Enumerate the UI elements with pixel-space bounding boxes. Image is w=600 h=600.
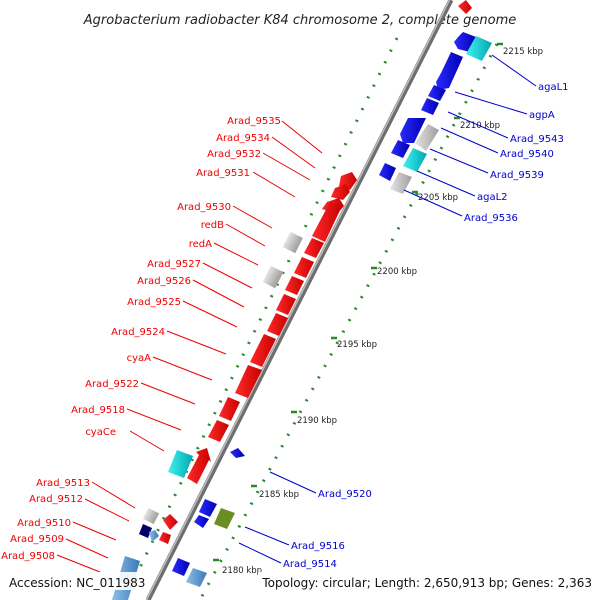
label-arad-9530: Arad_9530	[177, 202, 231, 213]
gene-redA[interactable]	[294, 257, 314, 278]
label-arad-9522: Arad_9522	[85, 379, 139, 390]
gene-arad-9539-cyan[interactable]	[403, 148, 427, 172]
kbp-label-2205: 2205 kbp	[418, 193, 458, 203]
label-arad-9526: Arad_9526	[137, 276, 191, 287]
label-arad-9536: Arad_9536	[464, 213, 518, 224]
gene-cyaA[interactable]	[250, 334, 276, 367]
label-redB: redB	[201, 220, 224, 231]
label-arad-9514: Arad_9514	[283, 559, 337, 570]
label-cyaA: cyaA	[127, 353, 152, 364]
gene-agpA[interactable]	[436, 52, 463, 90]
kbp-label-2195: 2195 kbp	[337, 340, 377, 350]
label-arad-9525: Arad_9525	[127, 297, 181, 308]
gene-arad-9522[interactable]	[235, 365, 262, 398]
label-arad-9539: Arad_9539	[490, 170, 544, 181]
reverse-leader-lines	[238, 54, 537, 564]
tick-track-reverse	[198, 43, 499, 600]
gene-arad-9540[interactable]	[400, 118, 426, 143]
gene-arad-9516[interactable]	[214, 508, 235, 529]
genome-backbone	[145, 0, 454, 600]
kbp-ticks	[213, 42, 503, 562]
gene-partial-top[interactable]	[458, 0, 472, 14]
label-arad-9512: Arad_9512	[29, 494, 83, 505]
gene-arad-9514-a[interactable]	[172, 558, 190, 576]
kbp-label-2190: 2190 kbp	[297, 416, 337, 426]
label-arad-9520: Arad_9520	[318, 489, 372, 500]
gene-arad-9509[interactable]	[149, 530, 159, 542]
label-arad-9531: Arad_9531	[196, 168, 250, 179]
gene-agaL2[interactable]	[379, 163, 396, 181]
kbp-label-2215: 2215 kbp	[503, 47, 543, 57]
genome-backbone-highlight	[145, 0, 451, 600]
summary-backdrop	[258, 572, 596, 590]
label-arad-9524: Arad_9524	[111, 327, 165, 338]
gene-arad-9536[interactable]	[390, 172, 412, 194]
gene-cyaCe-arrow[interactable]	[187, 448, 211, 484]
gene-arad-9534[interactable]	[331, 184, 350, 200]
label-agpA: agpA	[529, 110, 555, 121]
label-redA: redA	[189, 239, 212, 250]
gene-arad-9518b[interactable]	[208, 420, 229, 442]
gene-arad-9543b[interactable]	[421, 98, 439, 115]
gene-arad-9527[interactable]	[262, 265, 284, 289]
gene-arad-9518[interactable]	[219, 397, 240, 421]
label-arad-9534: Arad_9534	[216, 133, 270, 144]
gene-arad-9520[interactable]	[230, 448, 245, 458]
map-title: Agrobacterium radiobacter K84 chromosome…	[83, 13, 516, 28]
gene-arad-9516-a[interactable]	[199, 499, 217, 517]
gene-arad-9509b[interactable]	[159, 532, 171, 544]
gene-arad-9513[interactable]	[142, 507, 160, 525]
gene-agaL1[interactable]	[466, 36, 492, 61]
label-arad-9509: Arad_9509	[10, 534, 64, 545]
accession-text: Accession: NC_011983	[9, 576, 145, 590]
summary-text: Topology: circular; Length: 2,650,913 bp…	[261, 576, 592, 590]
kbp-label-2180: 2180 kbp	[222, 566, 262, 576]
gene-arad-9543[interactable]	[428, 85, 446, 101]
gene-arad-9539[interactable]	[391, 140, 410, 158]
gene-redB[interactable]	[282, 231, 303, 254]
label-arad-9516: Arad_9516	[291, 541, 345, 552]
label-arad-9518: Arad_9518	[71, 405, 125, 416]
label-arad-9527: Arad_9527	[147, 259, 201, 270]
label-arad-9513: Arad_9513	[36, 478, 90, 489]
gene-arad-9540-gray[interactable]	[415, 124, 439, 151]
gene-cyaCe[interactable]	[168, 450, 193, 478]
gene-arad-9526[interactable]	[285, 276, 304, 295]
label-arad-9543: Arad_9543	[510, 134, 564, 145]
kbp-label-2185: 2185 kbp	[259, 490, 299, 500]
gene-arad-9531[interactable]	[312, 202, 342, 242]
label-agaL2: agaL2	[477, 192, 508, 203]
gene-arad-9516-b[interactable]	[194, 515, 209, 528]
kbp-label-2200: 2200 kbp	[377, 267, 417, 277]
gene-arad-9530[interactable]	[304, 238, 324, 258]
gene-arad-9514[interactable]	[186, 568, 207, 587]
label-cyaCe: cyaCe	[85, 427, 116, 438]
label-arad-9535: Arad_9535	[227, 116, 281, 127]
gene-arad-9524[interactable]	[267, 313, 288, 336]
gene-arad-9510[interactable]	[139, 524, 152, 538]
accession-backdrop	[6, 572, 146, 590]
label-agaL1: agaL1	[538, 82, 569, 93]
label-arad-9508: Arad_9508	[1, 551, 55, 562]
gene-arad-9512[interactable]	[163, 514, 178, 530]
label-arad-9540: Arad_9540	[500, 149, 554, 160]
gene-arad-9525[interactable]	[276, 294, 296, 315]
forward-leader-lines	[56, 120, 323, 573]
label-arad-9510: Arad_9510	[17, 518, 71, 529]
label-arad-9532: Arad_9532	[207, 149, 261, 160]
